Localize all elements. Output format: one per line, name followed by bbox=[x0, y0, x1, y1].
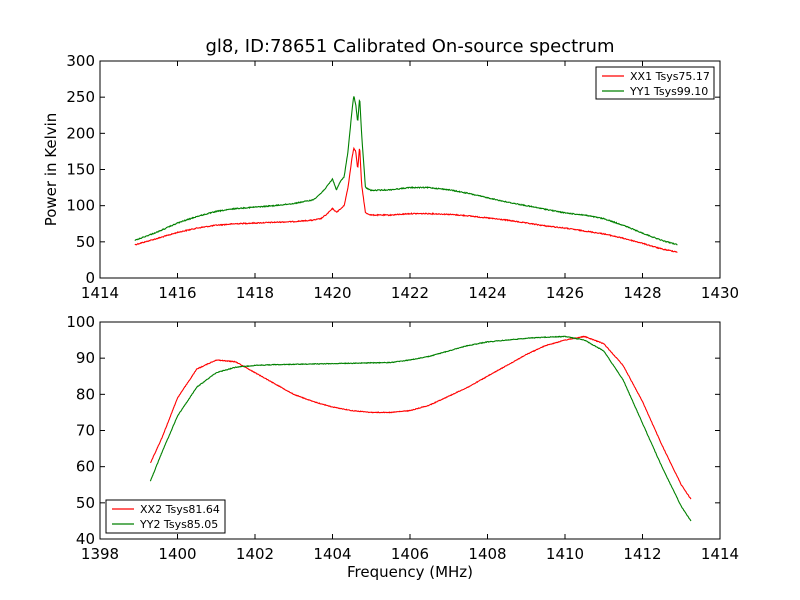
x-axis-label: Frequency (MHz) bbox=[347, 563, 473, 581]
x-tick-label: 1422 bbox=[391, 284, 429, 302]
x-tick-label: 1418 bbox=[236, 284, 274, 302]
x-tick-label: 1398 bbox=[81, 545, 119, 563]
y-tick-label: 100 bbox=[66, 313, 95, 331]
x-tick-label: 1430 bbox=[701, 284, 739, 302]
x-tick-label: 1400 bbox=[158, 545, 196, 563]
legend-box bbox=[105, 499, 226, 534]
series-line-bottom-1 bbox=[149, 335, 692, 500]
x-tick-label: 1406 bbox=[391, 545, 429, 563]
y-tick-label: 250 bbox=[66, 88, 95, 106]
x-tick-label: 1414 bbox=[81, 284, 119, 302]
legend-entry: XX1 Tsys75.17 bbox=[630, 70, 710, 83]
x-tick-label: 1428 bbox=[623, 284, 661, 302]
y-tick-label: 50 bbox=[76, 233, 95, 251]
y-tick-label: 300 bbox=[66, 52, 95, 70]
y-tick-label: 60 bbox=[76, 458, 95, 476]
chart-title: gl8, ID:78651 Calibrated On-source spect… bbox=[205, 36, 614, 57]
x-tick-label: 1404 bbox=[313, 545, 351, 563]
x-tick-label: 1424 bbox=[468, 284, 506, 302]
x-tick-label: 1412 bbox=[623, 545, 661, 563]
legend-entry: XX2 Tsys81.64 bbox=[140, 503, 220, 516]
y-tick-label: 0 bbox=[85, 269, 95, 287]
x-tick-label: 1402 bbox=[236, 545, 274, 563]
x-tick-label: 1408 bbox=[468, 545, 506, 563]
series-line-top-1 bbox=[134, 146, 678, 253]
y-tick-label: 40 bbox=[76, 530, 95, 548]
series-line-bottom-2 bbox=[149, 335, 692, 522]
y-tick-label: 80 bbox=[76, 385, 95, 403]
x-tick-label: 1414 bbox=[701, 545, 739, 563]
legend-entry: YY2 Tsys85.05 bbox=[139, 518, 218, 531]
x-tick-label: 1420 bbox=[313, 284, 351, 302]
y-tick-label: 150 bbox=[66, 161, 95, 179]
y-tick-label: 90 bbox=[76, 349, 95, 367]
legend-entry: YY1 Tsys99.10 bbox=[629, 85, 708, 98]
top-panel: 1414 1416 1418 1420 1422 1424 1426 1428 1430 0 50 1… bbox=[42, 52, 739, 302]
x-tick-label: 1426 bbox=[546, 284, 584, 302]
y-tick-label: 200 bbox=[66, 124, 95, 142]
y-axis-label: Power in Kelvin bbox=[42, 113, 60, 227]
x-tick-label: 1410 bbox=[546, 545, 584, 563]
bottom-panel: 1398 1400 1402 1404 1406 1408 1410 1412 1414 40 50… bbox=[66, 313, 739, 581]
y-tick-label: 100 bbox=[66, 197, 95, 215]
y-tick-label: 70 bbox=[76, 422, 95, 440]
y-tick-label: 50 bbox=[76, 494, 95, 512]
series-line-top-2 bbox=[134, 96, 678, 246]
x-tick-label: 1416 bbox=[158, 284, 196, 302]
legend-box bbox=[595, 66, 715, 100]
